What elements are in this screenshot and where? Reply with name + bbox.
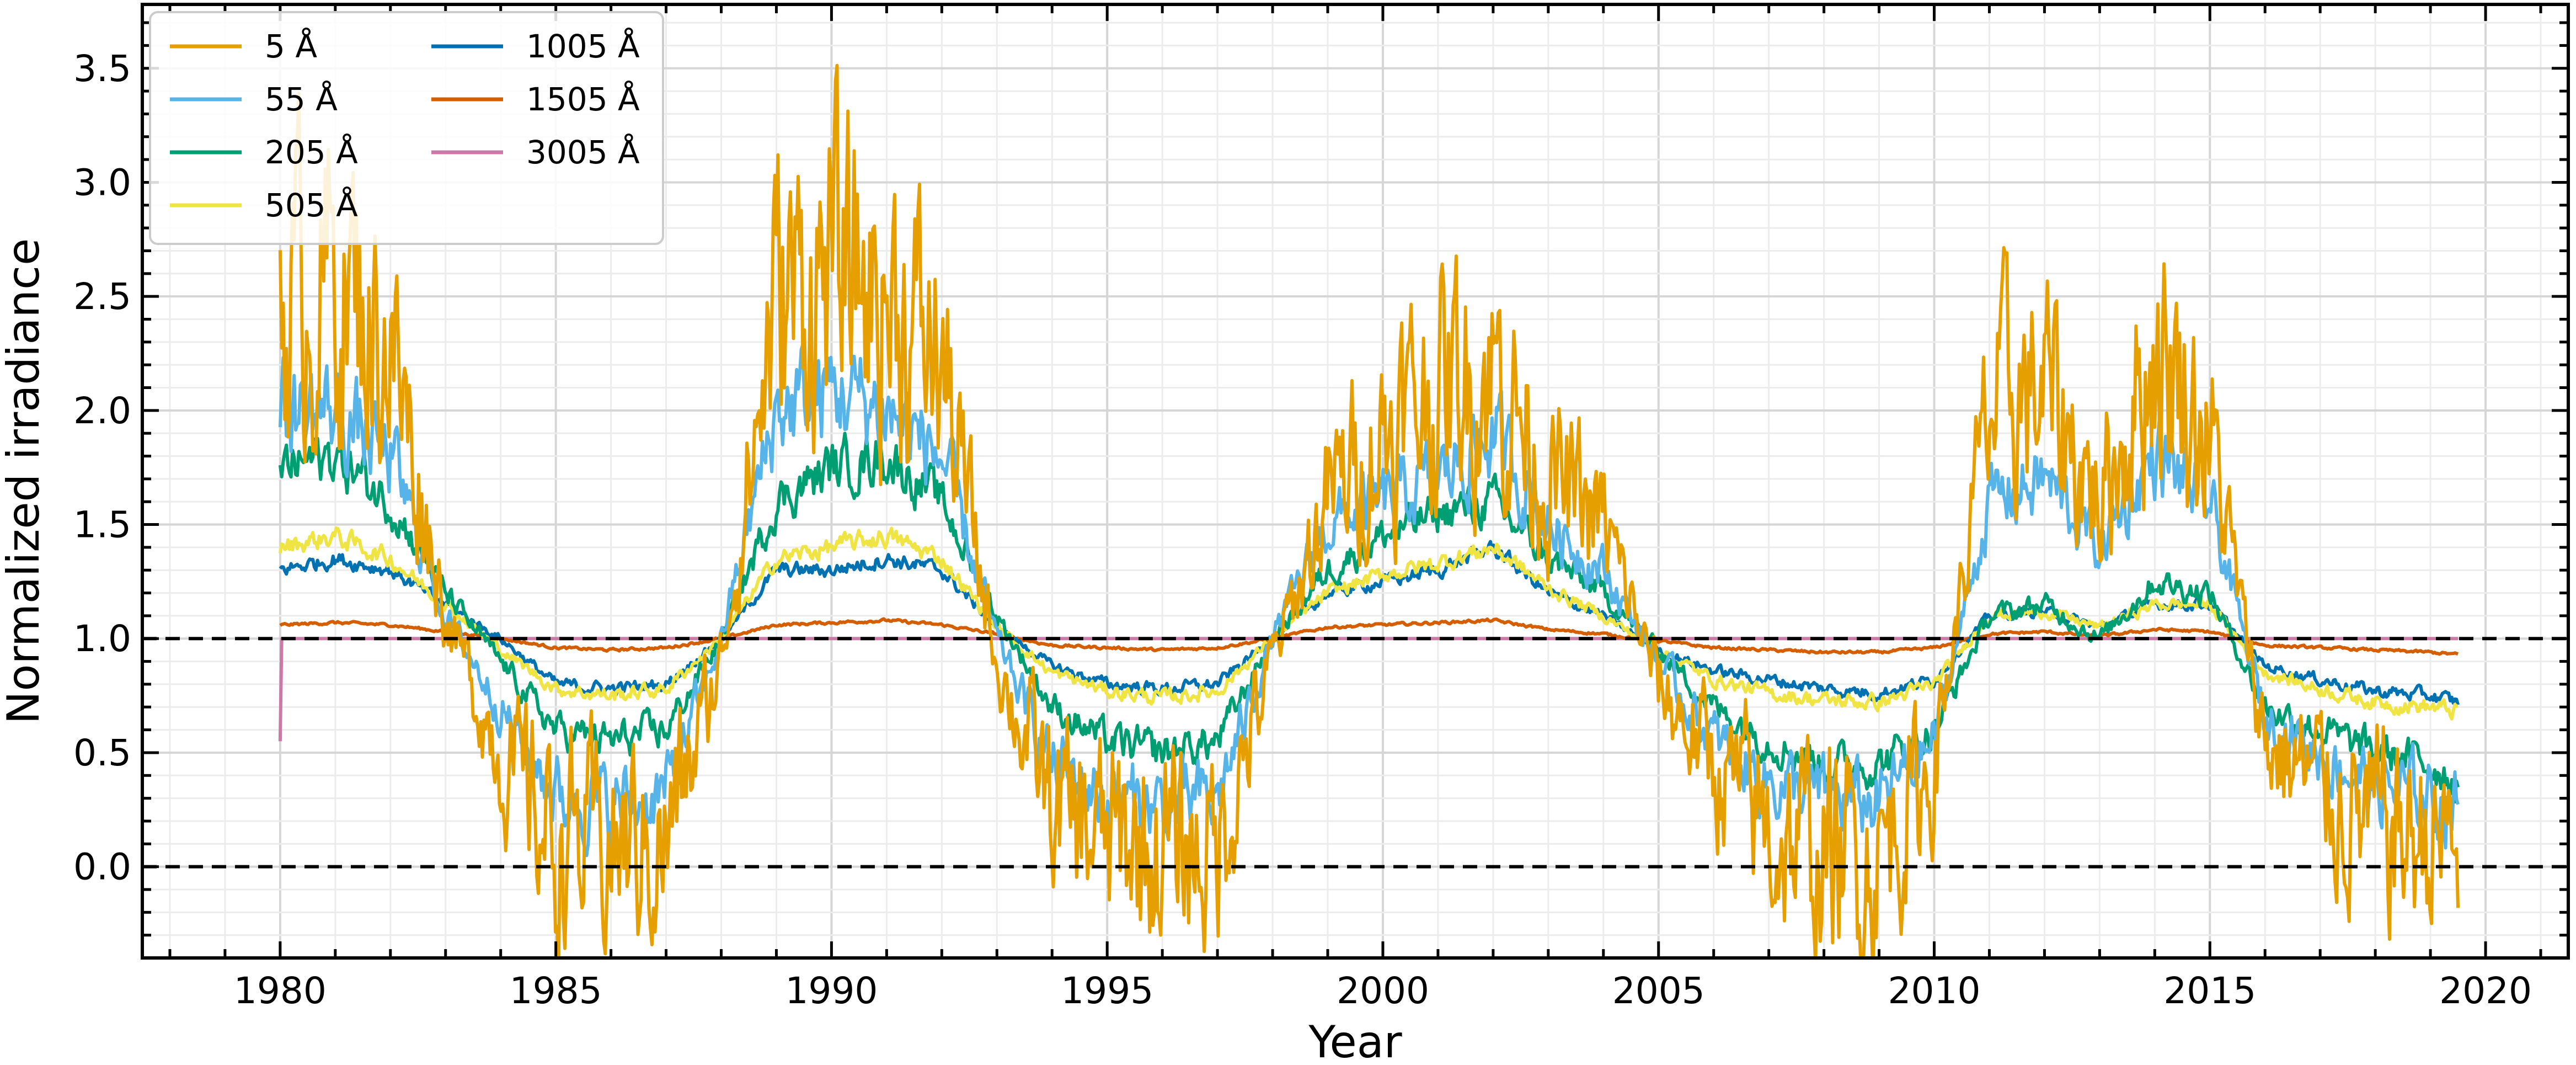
x-tick-label: 2005 — [1612, 970, 1705, 1012]
y-tick-label: 0.5 — [73, 732, 131, 774]
y-tick-label: 0.0 — [73, 846, 131, 888]
x-tick-label: 1995 — [1061, 970, 1153, 1012]
axis-ticks — [142, 4, 2568, 958]
series-line-5 — [279, 617, 2459, 656]
y-tick-label: 3.5 — [73, 47, 131, 90]
y-tick-label: 3.0 — [73, 161, 131, 204]
x-tick-label: 1985 — [510, 970, 602, 1012]
y-tick-labels: 0.0 0.5 1.0 1.5 2.0 2.5 3.0 3.5 — [73, 47, 131, 888]
x-tick-label: 2020 — [2439, 970, 2532, 1012]
x-tick-label: 2000 — [1337, 970, 1429, 1012]
x-tick-label: 2015 — [2163, 970, 2256, 1012]
legend-label: 205 Å — [265, 133, 358, 171]
x-tick-label: 1980 — [234, 970, 327, 1012]
plot-frame — [141, 3, 2570, 960]
legend-label: 1005 Å — [526, 27, 640, 65]
legend-label: 55 Å — [265, 80, 338, 118]
legend-label: 5 Å — [265, 27, 317, 65]
x-tick-labels: 1980 1985 1990 1995 2000 2005 2010 2015 2020 — [234, 970, 2532, 1012]
grid — [142, 4, 2568, 958]
legend-box — [149, 11, 664, 245]
series-line-0 — [278, 63, 2460, 958]
series-line-3 — [278, 526, 2459, 721]
legend-label: 3005 Å — [526, 133, 640, 171]
y-axis-label: Normalized irradiance — [0, 238, 49, 725]
x-axis-label: Year — [1308, 1016, 1402, 1065]
reference-lines — [142, 637, 2568, 869]
legend: 5 Å 55 Å 205 Å 505 Å 1005 Å 1505 Å 3005 Å — [149, 11, 664, 245]
y-tick-label: 1.5 — [73, 504, 131, 546]
legend-label: 1505 Å — [526, 80, 640, 118]
x-tick-label: 2010 — [1888, 970, 1981, 1012]
series-layer — [278, 63, 2460, 958]
y-tick-label: 1.0 — [73, 617, 131, 660]
x-tick-label: 1990 — [785, 970, 878, 1012]
legend-label: 505 Å — [265, 186, 358, 224]
y-tick-label: 2.5 — [73, 275, 131, 318]
y-tick-label: 2.0 — [73, 390, 131, 432]
